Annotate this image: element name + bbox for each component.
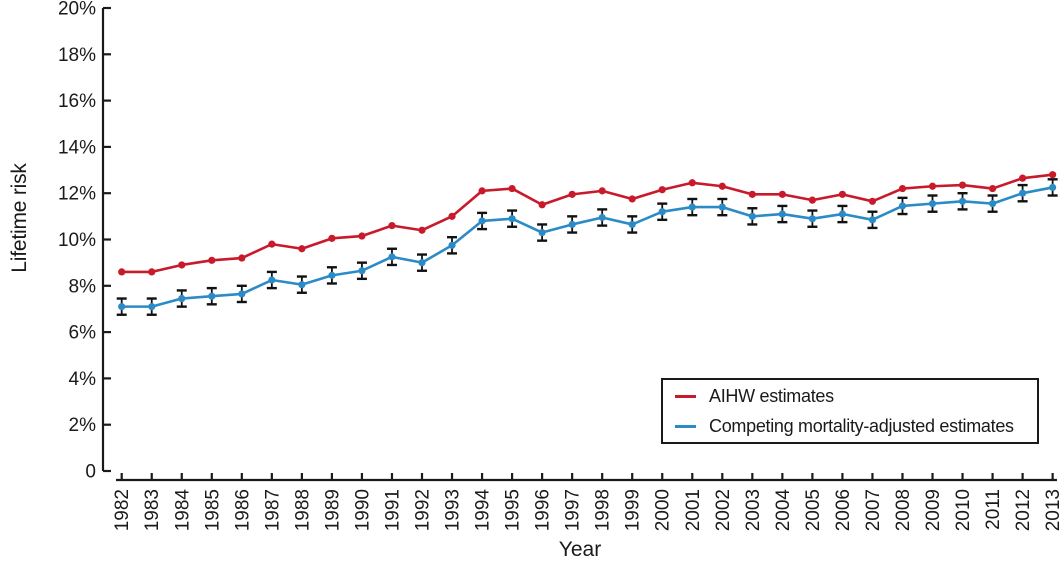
svg-text:1990: 1990 xyxy=(352,489,373,531)
svg-text:8%: 8% xyxy=(69,276,97,297)
svg-text:2013: 2013 xyxy=(1043,489,1064,531)
svg-text:2010: 2010 xyxy=(953,489,974,531)
svg-text:1991: 1991 xyxy=(382,489,403,531)
x-axis-title: Year xyxy=(558,538,602,561)
svg-text:1995: 1995 xyxy=(503,489,524,531)
legend-label-aihw: AIHW estimates xyxy=(709,385,834,406)
svg-text:2008: 2008 xyxy=(893,489,914,531)
svg-text:1992: 1992 xyxy=(413,489,434,531)
svg-text:1994: 1994 xyxy=(473,489,494,532)
legend-line-swatch-blue xyxy=(675,424,696,428)
legend-item-competing-mortality: Competing mortality-adjusted estimates xyxy=(663,414,1037,438)
svg-text:1983: 1983 xyxy=(142,489,163,531)
legend-line-swatch-red xyxy=(675,394,696,398)
svg-text:12%: 12% xyxy=(58,184,96,205)
svg-text:14%: 14% xyxy=(58,137,96,158)
svg-text:2000: 2000 xyxy=(653,489,674,531)
svg-text:2012: 2012 xyxy=(1013,489,1034,531)
svg-text:10%: 10% xyxy=(58,230,96,251)
svg-text:2005: 2005 xyxy=(803,489,824,531)
svg-text:0: 0 xyxy=(85,462,96,483)
svg-text:1985: 1985 xyxy=(202,489,223,531)
svg-text:6%: 6% xyxy=(69,323,97,344)
svg-text:1993: 1993 xyxy=(443,489,464,531)
y-axis-title: Lifetime risk xyxy=(8,163,31,273)
legend-item-aihw: AIHW estimates xyxy=(663,384,1037,408)
svg-text:1984: 1984 xyxy=(172,489,193,532)
svg-text:2002: 2002 xyxy=(713,489,734,531)
svg-text:18%: 18% xyxy=(58,45,96,66)
svg-text:2003: 2003 xyxy=(743,489,764,531)
svg-text:16%: 16% xyxy=(58,91,96,112)
svg-text:2004: 2004 xyxy=(773,489,794,532)
svg-text:4%: 4% xyxy=(69,369,97,390)
legend-label-competing-mortality: Competing mortality-adjusted estimates xyxy=(709,415,1014,436)
svg-text:2%: 2% xyxy=(69,415,97,436)
svg-text:1986: 1986 xyxy=(232,489,253,531)
svg-text:2011: 2011 xyxy=(983,489,1004,530)
svg-text:1988: 1988 xyxy=(292,489,313,531)
svg-text:2007: 2007 xyxy=(863,489,884,531)
svg-text:1999: 1999 xyxy=(623,489,644,531)
svg-text:1987: 1987 xyxy=(262,489,283,531)
svg-text:1997: 1997 xyxy=(563,489,584,531)
svg-text:2001: 2001 xyxy=(683,489,704,531)
svg-text:2006: 2006 xyxy=(833,489,854,531)
svg-text:2009: 2009 xyxy=(923,489,944,531)
svg-text:1998: 1998 xyxy=(593,489,614,531)
svg-text:1996: 1996 xyxy=(533,489,554,531)
legend: AIHW estimates Competing mortality-adjus… xyxy=(661,378,1039,444)
svg-text:20%: 20% xyxy=(58,0,96,20)
svg-text:1989: 1989 xyxy=(322,489,343,531)
svg-text:1982: 1982 xyxy=(112,489,133,531)
